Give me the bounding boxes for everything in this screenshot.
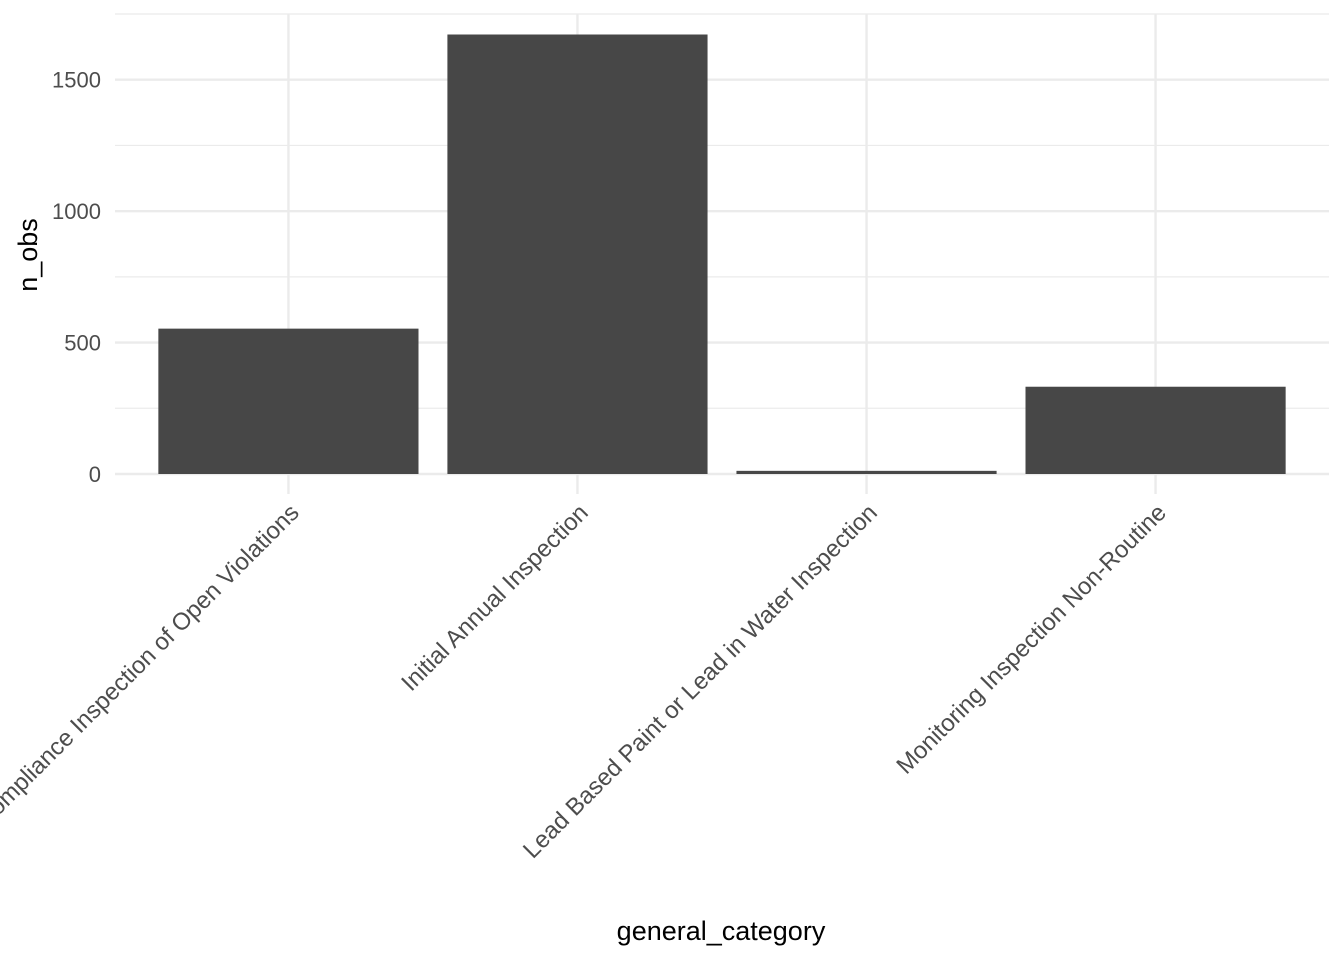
bar	[1025, 386, 1286, 474]
bar	[736, 470, 997, 474]
y-tick-label: 1500	[52, 68, 101, 93]
y-tick-label: 500	[64, 331, 101, 356]
x-axis-title: general_category	[617, 916, 826, 946]
x-tick-label: Compliance Inspection of Open Violations	[0, 499, 305, 833]
y-axis-title: n_obs	[13, 218, 43, 292]
x-tick-label: Initial Annual Inspection	[396, 499, 593, 696]
x-axis-ticks: Compliance Inspection of Open Violations…	[0, 499, 1172, 864]
y-tick-label: 1000	[52, 199, 101, 224]
bars	[158, 34, 1286, 474]
bar	[447, 34, 708, 474]
y-axis-ticks: 0 500 1000 1500	[52, 68, 101, 487]
y-tick-label: 0	[89, 462, 101, 487]
x-tick-label: Lead Based Paint or Lead in Water Inspec…	[518, 499, 883, 864]
bar	[158, 328, 419, 474]
x-tick-label: Monitoring Inspection Non-Routine	[891, 499, 1171, 779]
